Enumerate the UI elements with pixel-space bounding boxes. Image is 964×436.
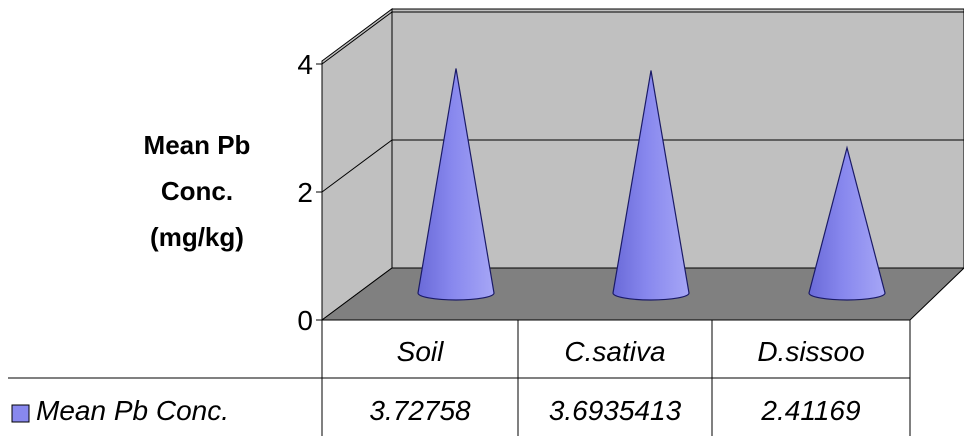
y-axis-title-line-3: (mg/kg)	[150, 222, 244, 252]
legend-series-label: Mean Pb Conc.	[36, 395, 229, 426]
cone-soil	[417, 68, 495, 301]
cones	[417, 68, 886, 301]
cone-d-sissoo	[808, 145, 886, 301]
y-tick-label: 4	[297, 49, 313, 80]
y-axis-title: Mean Pb Conc. (mg/kg)	[92, 122, 302, 260]
category-label: C.sativa	[564, 336, 665, 367]
data-value-label: 3.6935413	[549, 395, 682, 426]
legend-key-swatch	[11, 404, 30, 423]
y-axis-title-line-2: Conc.	[160, 176, 234, 206]
y-tick-label: 2	[297, 177, 313, 208]
y-tick-label: 0	[297, 305, 313, 336]
category-label: Soil	[397, 336, 444, 367]
cone-c-sativa	[612, 70, 690, 301]
data-value-label: 3.72758	[369, 395, 471, 426]
gridline-side	[321, 11, 393, 65]
gridline-side	[321, 139, 393, 193]
data-value-label: 2.41169	[760, 395, 860, 426]
category-label: D.sissoo	[757, 336, 864, 367]
y-axis-title-line-1: Mean Pb	[143, 130, 251, 160]
